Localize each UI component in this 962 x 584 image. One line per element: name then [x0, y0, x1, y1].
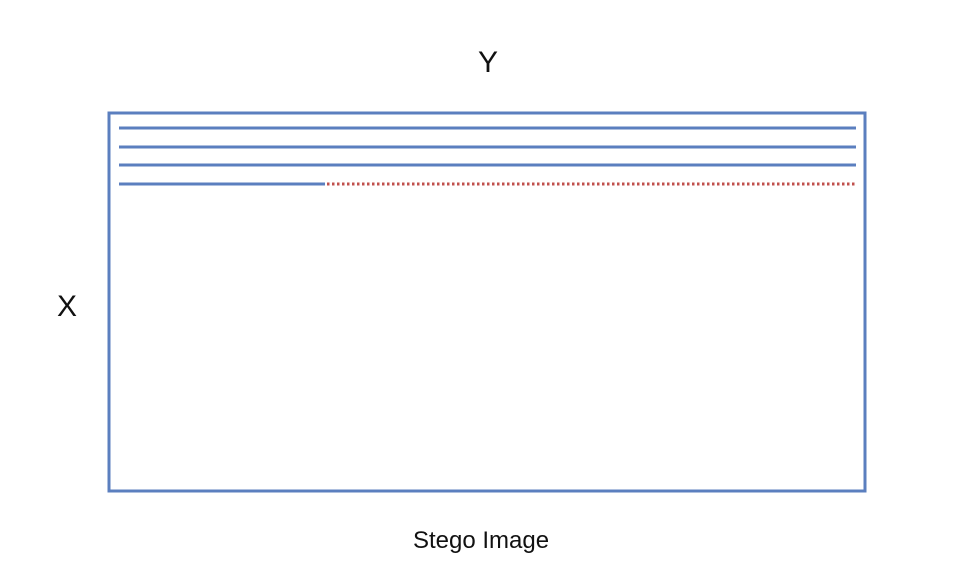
axis-y-label: Y — [478, 46, 499, 79]
axis-x-label: X — [57, 290, 78, 323]
diagram-caption: Stego Image — [412, 527, 550, 554]
image-frame — [107, 111, 867, 493]
